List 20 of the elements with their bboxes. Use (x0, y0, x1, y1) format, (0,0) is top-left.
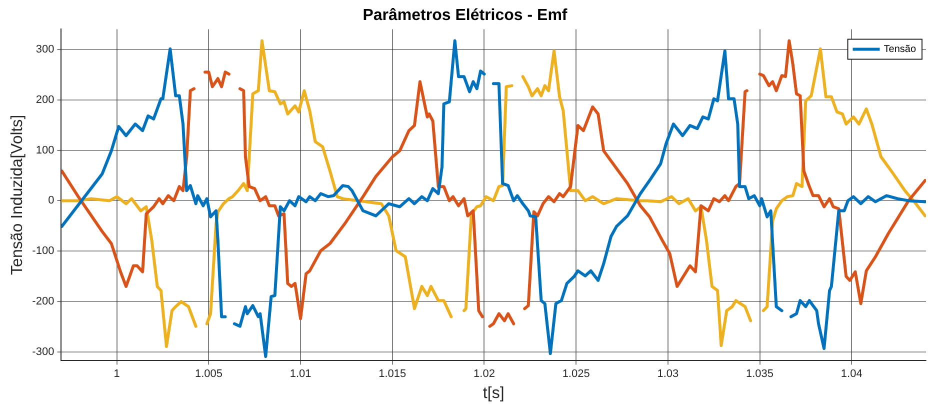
x-tick-label: 1.005 (194, 368, 222, 380)
x-tick-label: 1.025 (562, 368, 590, 380)
y-tick-label: 300 (36, 43, 54, 56)
x-tick-label: 1.015 (378, 368, 406, 380)
y-tick-label: 0 (48, 194, 54, 207)
y-tick-label: -200 (32, 296, 54, 308)
x-tick-label: 1.035 (746, 368, 774, 380)
y-axis-title: Tensão Induzida[Volts] (9, 114, 26, 275)
y-tick-label: 200 (36, 94, 54, 106)
x-tick-label: 1.01 (290, 368, 312, 380)
x-axis-title: t[s] (482, 384, 504, 402)
y-tick-label: -100 (32, 245, 54, 258)
legend-label: Tensão (884, 44, 916, 55)
x-tick-label: 1.03 (657, 368, 679, 380)
y-tick-label: -300 (32, 346, 54, 358)
x-tick-label: 1.04 (840, 368, 862, 380)
x-tick-label: 1 (114, 368, 120, 380)
y-tick-label: 100 (36, 144, 54, 156)
x-tick-label: 1.02 (474, 368, 495, 380)
chart-title: Parâmetros Elétricos - Emf (362, 7, 568, 24)
